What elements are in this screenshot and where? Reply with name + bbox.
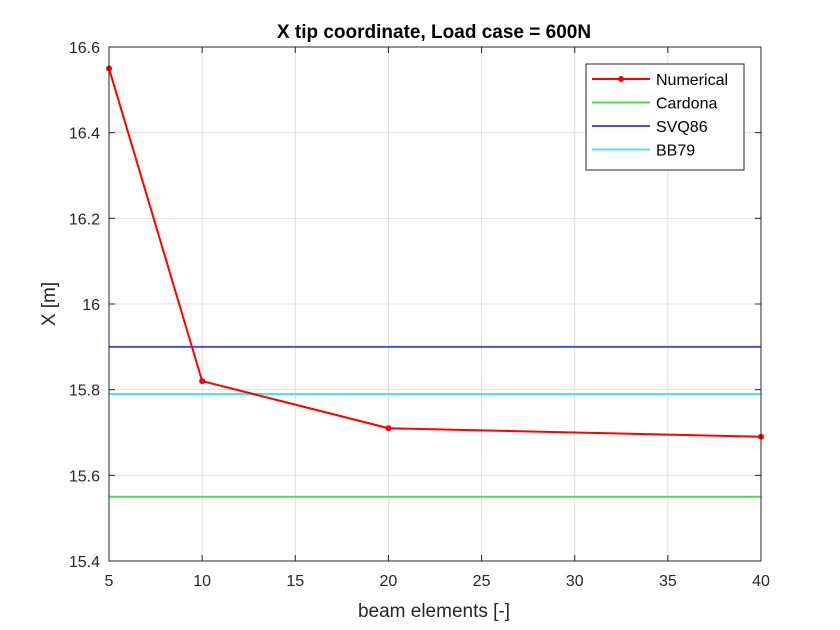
y-tick-label: 15.8: [69, 383, 100, 400]
data-point-numerical: [385, 425, 392, 432]
legend-label-numerical: Numerical: [656, 72, 728, 89]
legend: Numerical Cardona SVQ86 BB79: [585, 63, 745, 171]
series-layer: [106, 65, 764, 498]
legend-marker-numerical: [618, 76, 624, 82]
series-line-numerical: [108, 68, 762, 438]
legend-box: [585, 63, 745, 171]
y-tick-label: 16.6: [69, 40, 100, 57]
x-tick-label: 35: [659, 573, 677, 590]
y-tick-label: 15.4: [69, 554, 100, 571]
y-axis-label: X [m]: [39, 282, 60, 326]
legend-label-bb79: BB79: [656, 143, 695, 160]
y-tick-label: 16: [82, 297, 100, 314]
x-tick-label: 10: [193, 573, 211, 590]
y-tick-label: 15.6: [69, 468, 100, 485]
data-point-numerical: [199, 378, 206, 385]
x-tick-label: 30: [566, 573, 584, 590]
legend-label-svq86: SVQ86: [656, 119, 708, 136]
x-tick-label: 20: [380, 573, 398, 590]
x-axis-label: beam elements [-]: [358, 601, 510, 622]
x-tick-label: 40: [752, 573, 770, 590]
y-tick-label: 16.4: [69, 126, 100, 143]
axis-ticks: 5 10 15 20 25 30 35 40 15.4 15.6 15.8 16 16.2 16.4 16.…: [69, 40, 770, 590]
x-tick-label: 25: [473, 573, 491, 590]
x-tick-label: 5: [105, 573, 114, 590]
x-tick-label: 15: [286, 573, 304, 590]
y-tick-label: 16.2: [69, 211, 100, 228]
legend-label-cardona: Cardona: [656, 96, 717, 113]
chart-title: X tip coordinate, Load case = 600N: [277, 22, 591, 43]
